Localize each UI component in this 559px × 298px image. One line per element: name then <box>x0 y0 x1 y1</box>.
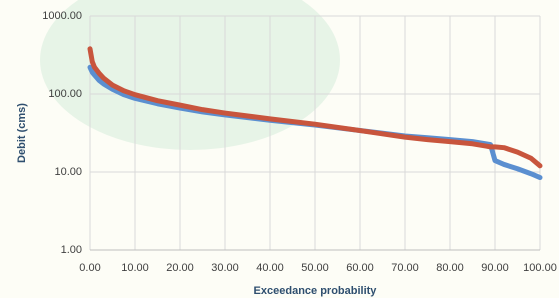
x-tick-label: 90.00 <box>481 262 509 274</box>
x-tick-label: 60.00 <box>346 262 374 274</box>
chart: Exceedance probability Debit (cms) 1.00 1… <box>0 0 559 298</box>
y-axis-title: Debit (cms) <box>16 103 28 163</box>
x-tick-label: 80.00 <box>436 262 464 274</box>
x-tick-label: 30.00 <box>211 262 239 274</box>
x-tick-label: 10.00 <box>121 262 149 274</box>
y-tick-label: 1.00 <box>61 244 82 256</box>
x-tick-label: 20.00 <box>166 262 194 274</box>
x-tick-label: 40.00 <box>256 262 284 274</box>
x-tick-label: 50.00 <box>301 262 329 274</box>
y-tick-label: 10.00 <box>54 166 82 178</box>
x-tick-label: 70.00 <box>391 262 419 274</box>
x-tick-label: 0.00 <box>79 262 100 274</box>
y-tick-label: 1000.00 <box>42 10 82 22</box>
x-axis-title: Exceedance probability <box>254 285 378 297</box>
x-tick-label: 100.00 <box>523 262 557 274</box>
y-tick-label: 100.00 <box>48 88 82 100</box>
